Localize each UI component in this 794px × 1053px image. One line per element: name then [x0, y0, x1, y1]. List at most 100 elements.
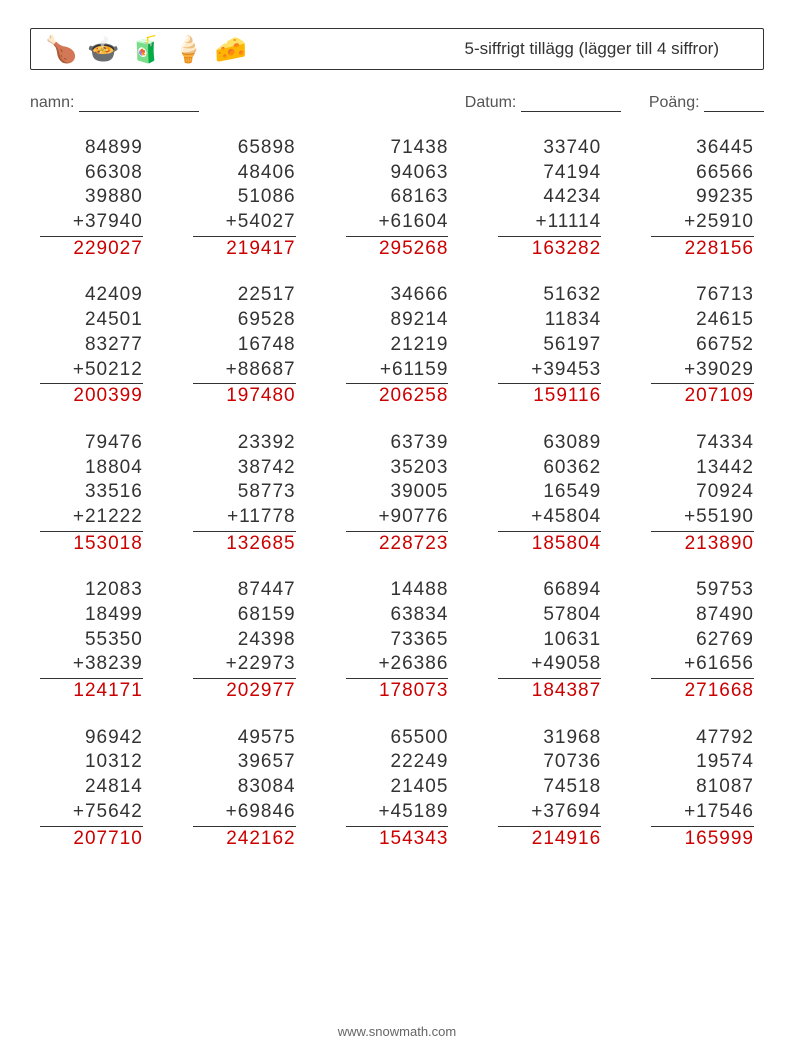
operand: 39657: [238, 750, 296, 775]
addition-problem: 495753965783084+69846242162: [193, 726, 296, 851]
operand: 13442: [696, 456, 754, 481]
answer: 153018: [40, 532, 143, 557]
answer: 159116: [498, 384, 601, 409]
operand: 74334: [696, 431, 754, 456]
operand: 79476: [85, 431, 143, 456]
answer: 185804: [498, 532, 601, 557]
addition-problem: 874476815924398+22973202977: [193, 578, 296, 703]
operand: 51086: [238, 185, 296, 210]
last-operand-row: +61656: [651, 652, 754, 679]
problems-grid: 848996630839880+379402290276589848406510…: [30, 136, 764, 851]
operand: 87447: [238, 578, 296, 603]
last-operand-row: +54027: [193, 210, 296, 237]
addition-problem: 364456656699235+25910228156: [651, 136, 754, 261]
last-operand-row: +50212: [40, 358, 143, 385]
operand: 38742: [238, 456, 296, 481]
last-operand-row: +45189: [346, 800, 449, 827]
addition-problem: 714389406368163+61604295268: [346, 136, 449, 261]
operand: 51632: [543, 283, 601, 308]
operand: 21219: [391, 333, 449, 358]
operand: 16549: [543, 480, 601, 505]
answer: 207109: [651, 384, 754, 409]
operand: 57804: [543, 603, 601, 628]
answer: 154343: [346, 827, 449, 852]
date-blank[interactable]: [521, 97, 621, 112]
answer: 242162: [193, 827, 296, 852]
operand: 33516: [85, 480, 143, 505]
last-operand-row: +39453: [498, 358, 601, 385]
answer: 132685: [193, 532, 296, 557]
points-blank[interactable]: [704, 97, 764, 112]
operand: 96942: [85, 726, 143, 751]
food-icon: 🧀: [215, 36, 247, 62]
last-operand-row: +21222: [40, 505, 143, 532]
operand: 47792: [696, 726, 754, 751]
operand: 59753: [696, 578, 754, 603]
info-fields: namn: Datum: Poäng:: [30, 94, 764, 112]
operand: 42409: [85, 283, 143, 308]
operand: 55350: [85, 628, 143, 653]
operand: 39880: [85, 185, 143, 210]
last-operand-row: +37694: [498, 800, 601, 827]
operand: 66566: [696, 161, 754, 186]
operand: 63089: [543, 431, 601, 456]
last-operand-row: +61604: [346, 210, 449, 237]
answer: 214916: [498, 827, 601, 852]
operand: 83084: [238, 775, 296, 800]
operand: 48406: [238, 161, 296, 186]
operand: 81087: [696, 775, 754, 800]
last-operand-row: +61159: [346, 358, 449, 385]
answer: 124171: [40, 679, 143, 704]
food-icon: 🍗: [45, 36, 77, 62]
worksheet-page: 🍗 🍲 🧃 🍦 🧀 5-siffrigt tillägg (lägger til…: [0, 0, 794, 1053]
last-operand-row: +69846: [193, 800, 296, 827]
operand: 94063: [391, 161, 449, 186]
last-operand-row: +75642: [40, 800, 143, 827]
operand: 22249: [391, 750, 449, 775]
operand: 99235: [696, 185, 754, 210]
operand: 39005: [391, 480, 449, 505]
operand: 44234: [543, 185, 601, 210]
operand: 12083: [85, 578, 143, 603]
operand: 63739: [391, 431, 449, 456]
operand: 11834: [545, 308, 601, 333]
addition-problem: 516321183456197+39453159116: [498, 283, 601, 408]
operand: 58773: [238, 480, 296, 505]
answer: 165999: [651, 827, 754, 852]
operand: 70736: [543, 750, 601, 775]
answer: 219417: [193, 237, 296, 262]
operand: 33740: [543, 136, 601, 161]
answer: 229027: [40, 237, 143, 262]
addition-problem: 655002224921405+45189154343: [346, 726, 449, 851]
operand: 16748: [238, 333, 296, 358]
addition-problem: 969421031224814+75642207710: [40, 726, 143, 851]
operand: 18804: [85, 456, 143, 481]
operand: 70924: [696, 480, 754, 505]
operand: 36445: [696, 136, 754, 161]
answer: 228723: [346, 532, 449, 557]
food-icon: 🍲: [87, 36, 119, 62]
last-operand-row: +39029: [651, 358, 754, 385]
operand: 76713: [696, 283, 754, 308]
operand: 83277: [85, 333, 143, 358]
addition-problem: 630896036216549+45804185804: [498, 431, 601, 556]
addition-problem: 477921957481087+17546165999: [651, 726, 754, 851]
operand: 62769: [696, 628, 754, 653]
footer-url: www.snowmath.com: [0, 1024, 794, 1039]
operand: 10312: [85, 750, 143, 775]
header-bar: 🍗 🍲 🧃 🍦 🧀 5-siffrigt tillägg (lägger til…: [30, 28, 764, 70]
operand: 24398: [238, 628, 296, 653]
name-blank[interactable]: [79, 97, 199, 112]
last-operand-row: +90776: [346, 505, 449, 532]
addition-problem: 144886383473365+26386178073: [346, 578, 449, 703]
addition-problem: 346668921421219+61159206258: [346, 283, 449, 408]
last-operand-row: +55190: [651, 505, 754, 532]
addition-problem: 637393520339005+90776228723: [346, 431, 449, 556]
answer: 206258: [346, 384, 449, 409]
name-label: namn:: [30, 94, 74, 111]
operand: 66894: [543, 578, 601, 603]
last-operand-row: +22973: [193, 652, 296, 679]
operand: 56197: [543, 333, 601, 358]
answer: 202977: [193, 679, 296, 704]
answer: 207710: [40, 827, 143, 852]
